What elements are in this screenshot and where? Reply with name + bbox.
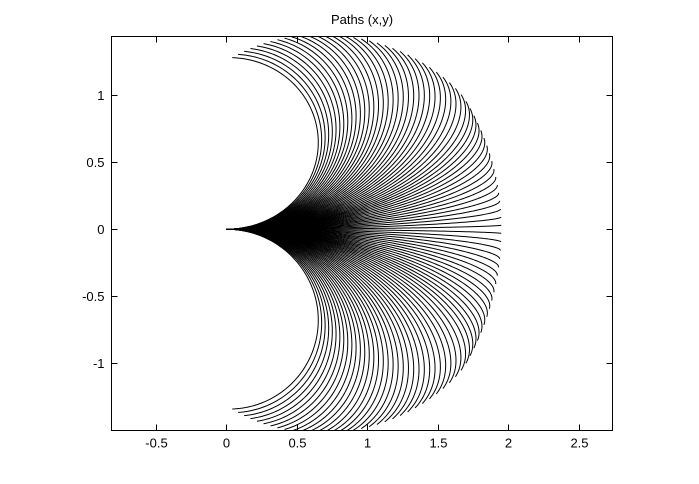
path-line: [226, 50, 326, 230]
x-tick-label: 1: [364, 436, 371, 451]
x-tick-label: 2.5: [570, 436, 588, 451]
path-line: [226, 228, 319, 410]
x-tick-label: -0.5: [145, 436, 167, 451]
x-tick-label: 0.5: [288, 436, 306, 451]
path-line: [226, 228, 353, 431]
path-family: [226, 36, 502, 431]
plot-area: -0.5 0 0.5 1 1.5 2 2.5 1 0.5 0 -0.5 -1: [82, 36, 613, 451]
y-tick-label: 0.5: [86, 155, 104, 170]
y-tick-label: 1: [97, 88, 104, 103]
x-tick-label: 1.5: [429, 436, 447, 451]
axes-box: [111, 36, 613, 431]
path-line: [226, 57, 319, 230]
y-tick-label: -1: [93, 356, 105, 371]
x-tick-label: 0: [223, 436, 230, 451]
x-tick-label: 2: [505, 436, 512, 451]
chart-title: Paths (x,y): [331, 12, 393, 27]
path-line: [226, 36, 353, 230]
y-tick-label: -0.5: [82, 289, 104, 304]
path-line: [226, 228, 483, 333]
path-line: [226, 228, 326, 417]
y-tick-label: 0: [97, 222, 104, 237]
path-line: [226, 130, 483, 230]
